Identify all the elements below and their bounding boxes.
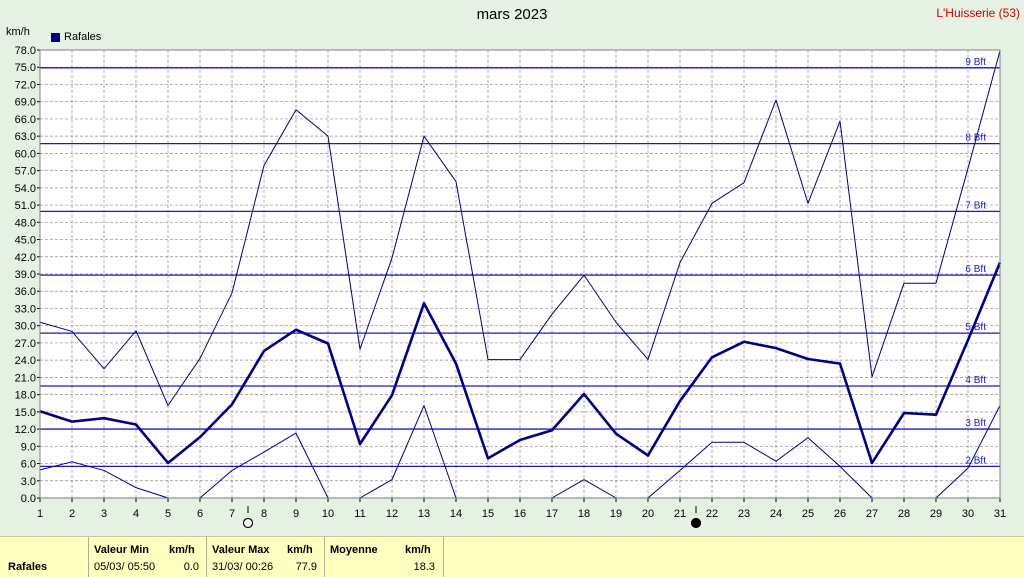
y-tick-label: 60.0 — [15, 148, 36, 160]
y-tick-label: 39.0 — [15, 269, 36, 281]
new-moon-icon — [690, 517, 702, 529]
beaufort-label: 4 Bft — [965, 375, 986, 386]
x-tick-label: 15 — [482, 508, 494, 520]
y-tick-label: 18.0 — [15, 390, 36, 402]
y-tick-label: 12.0 — [15, 424, 36, 436]
footer-min-unit: km/h — [169, 544, 195, 556]
full-moon-icon — [242, 517, 254, 529]
footer-max-datetime: 31/03/ 00:26 — [212, 561, 274, 573]
y-tick-label: 45.0 — [15, 235, 36, 247]
x-tick-label: 20 — [642, 508, 654, 520]
x-tick-label: 3 — [101, 508, 107, 520]
plot-border — [39, 49, 1001, 499]
x-tick-label: 12 — [386, 508, 398, 520]
x-tick-label: 9 — [293, 508, 299, 520]
y-tick-label: 69.0 — [15, 97, 36, 109]
y-tick-label: 27.0 — [15, 338, 36, 350]
x-tick-label: 25 — [802, 508, 814, 520]
beaufort-label: 2 Bft — [965, 455, 986, 466]
x-tick-label: 28 — [898, 508, 910, 520]
x-tick-label: 8 — [261, 508, 267, 520]
x-tick-label: 26 — [834, 508, 846, 520]
y-tick-label: 24.0 — [15, 355, 36, 367]
x-tick-label: 23 — [738, 508, 750, 520]
footer-max-column: Valeur Max km/h 31/03/ 00:26 77.9 — [206, 537, 325, 577]
x-tick-label: 18 — [578, 508, 590, 520]
footer-mean-value: 18.3 — [413, 561, 435, 573]
x-tick-label: 14 — [450, 508, 462, 520]
y-tick-label: 66.0 — [15, 114, 36, 126]
footer-row-label: Rafales — [8, 561, 48, 573]
y-tick-label: 75.0 — [15, 62, 36, 74]
series-line-max — [39, 50, 1001, 407]
x-tick-label: 29 — [930, 508, 942, 520]
x-tick-label: 5 — [165, 508, 171, 520]
chart-title: mars 2023 — [476, 6, 548, 23]
y-tick-label: 48.0 — [15, 217, 36, 229]
x-tick-label: 22 — [706, 508, 718, 520]
y-tick-label: 21.0 — [15, 372, 36, 384]
footer-mean-unit: km/h — [405, 544, 431, 556]
y-tick-label: 63.0 — [15, 131, 36, 143]
footer-max-value: 77.9 — [295, 561, 317, 573]
x-tick-label: 31 — [994, 508, 1006, 520]
x-tick-label: 16 — [514, 508, 526, 520]
legend-label: Rafales — [64, 31, 102, 43]
footer-min-datetime: 05/03/ 05:50 — [94, 561, 156, 573]
footer-max-unit: km/h — [287, 544, 313, 556]
y-tick-label: 42.0 — [15, 252, 36, 264]
y-tick-label: 72.0 — [15, 79, 36, 91]
footer-max-header: Valeur Max — [212, 544, 270, 556]
y-tick-label: 0.0 — [21, 493, 36, 505]
x-tick-label: 13 — [418, 508, 430, 520]
y-tick-label: 9.0 — [21, 441, 36, 453]
y-tick-label: 30.0 — [15, 321, 36, 333]
y-tick-label: 57.0 — [15, 166, 36, 178]
x-tick-label: 10 — [322, 508, 334, 520]
x-tick-label: 7 — [229, 508, 235, 520]
chart-canvas: 0.0 3.0 6.0 9.0 12.0 15.0 18.0 21.0 24.0 27.0 30.0… — [15, 45, 1006, 529]
y-tick-label: 3.0 — [21, 476, 36, 488]
x-tick-label: 6 — [197, 508, 203, 520]
beaufort-label: 9 Bft — [965, 57, 986, 68]
y-tick-label: 36.0 — [15, 286, 36, 298]
x-tick-label: 24 — [770, 508, 782, 520]
x-tick-label: 17 — [546, 508, 558, 520]
y-axis-unit: km/h — [6, 26, 30, 38]
y-tick-label: 54.0 — [15, 183, 36, 195]
y-tick-label: 6.0 — [21, 459, 36, 471]
series-line-min — [39, 405, 457, 499]
x-tick-label: 1 — [37, 508, 43, 520]
series-line-mean — [39, 262, 1002, 465]
beaufort-label: 6 Bft — [965, 264, 986, 275]
x-tick-label: 19 — [610, 508, 622, 520]
x-tick-label: 4 — [133, 508, 139, 520]
station-name: L'Huisserie (53) — [936, 6, 1020, 20]
x-tick-label: 30 — [962, 508, 974, 520]
y-tick-label: 78.0 — [15, 45, 36, 57]
footer-min-value: 0.0 — [183, 561, 199, 573]
x-tick-label: 11 — [354, 508, 365, 520]
legend: Rafales — [51, 31, 101, 43]
legend-swatch — [51, 32, 60, 42]
x-tick-label: 27 — [866, 508, 878, 520]
y-tick-label: 51.0 — [15, 200, 36, 212]
beaufort-label: 3 Bft — [965, 418, 986, 429]
x-tick-label: 2 — [69, 508, 75, 520]
y-tick-label: 15.0 — [15, 407, 36, 419]
series-line-min — [935, 405, 1001, 499]
footer-min-column: Valeur Min km/h 05/03/ 05:50 0.0 — [88, 537, 207, 577]
footer-mean-column: Moyenne km/h 18.3 — [324, 537, 444, 577]
x-tick-label: 21 — [674, 508, 686, 520]
footer-mean-header: Moyenne — [330, 544, 378, 556]
series-line-min — [551, 437, 873, 499]
footer-min-header: Valeur Min — [94, 544, 150, 556]
stats-footer: Rafales Valeur Min km/h 05/03/ 05:50 0.0… — [0, 536, 1024, 577]
beaufort-label: 7 Bft — [965, 200, 986, 211]
y-tick-label: 33.0 — [15, 303, 36, 315]
beaufort-label: 5 Bft — [965, 322, 986, 333]
